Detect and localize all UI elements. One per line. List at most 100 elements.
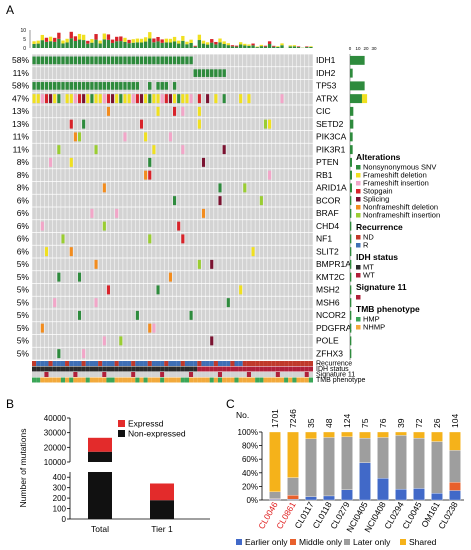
mutation-cell: [32, 94, 36, 104]
mutation-cell: [123, 94, 127, 104]
mutation-cell: [82, 349, 86, 359]
annotation-cell: [172, 366, 177, 372]
mutation-cell: [226, 298, 230, 308]
mutation-cell: [243, 183, 247, 193]
gene-label: BCOR: [316, 195, 341, 205]
annotation-cell: [205, 372, 210, 377]
gene-label: PIK3CA: [316, 132, 347, 142]
top-count-bar: [247, 44, 251, 46]
annotation-cell: [139, 377, 144, 383]
annotation-cell: [271, 372, 276, 377]
annotation-cell: [160, 361, 165, 366]
annotation-cell: [106, 372, 111, 377]
top-count-bar: [44, 41, 49, 48]
stacked-segment: [359, 462, 371, 501]
annotation-cell: [89, 372, 94, 377]
legend-label: Shared: [409, 537, 437, 547]
mutation-cell: [251, 247, 255, 257]
annotation-cell: [48, 366, 53, 372]
top-count-bar: [218, 42, 222, 48]
annotation-cell: [238, 366, 243, 372]
top-count-bar: [53, 37, 57, 42]
top-count-bar: [255, 47, 259, 48]
annotation-cell: [205, 361, 210, 366]
gene-total-bar: [350, 145, 353, 155]
top-count-bar: [177, 43, 181, 48]
top-count-bar: [102, 33, 106, 40]
stacked-segment: [287, 495, 299, 500]
gene-total-bar: [350, 349, 352, 359]
annotation-cell: [234, 366, 239, 372]
gene-percentage: 5%: [17, 259, 30, 269]
mutation-cell: [81, 56, 86, 65]
annotation-cell: [85, 361, 90, 366]
mutation-cell: [152, 56, 156, 65]
legend-swatch: [356, 205, 361, 210]
annotation-cell: [304, 366, 309, 372]
annotation-cell: [52, 361, 57, 366]
annotation-cell: [36, 366, 41, 372]
mutation-cell: [127, 82, 131, 90]
annotation-cell: [279, 372, 285, 377]
mutation-cell: [214, 94, 218, 104]
annotation-cell: [292, 361, 297, 366]
annotation-cell: [222, 377, 227, 383]
mutation-cell: [40, 56, 45, 65]
annotation-cell: [69, 377, 74, 383]
annotation-cell: [98, 366, 103, 372]
gene-percentage: 8%: [17, 183, 30, 193]
annotation-cell: [246, 372, 252, 377]
mutation-cell: [57, 56, 61, 65]
annotation-cell: [180, 366, 185, 372]
legend-swatch: [356, 173, 361, 178]
top-count-bar: [172, 41, 177, 48]
annotation-cell: [48, 361, 53, 366]
legend-swatch: [356, 325, 361, 330]
annotation-cell: [259, 372, 264, 377]
annotation-cell: [131, 372, 136, 377]
stacked-segment: [431, 441, 443, 494]
mutation-cell: [197, 106, 201, 116]
annotation-cell: [255, 372, 260, 377]
annotation-cell: [226, 361, 231, 366]
top-count-bar: [86, 43, 90, 48]
gene-label: MSH6: [316, 297, 340, 307]
mutation-cell: [168, 132, 172, 142]
top-count-bar: [230, 46, 235, 48]
top-count-bar: [123, 41, 127, 48]
gene-label: MSH2: [316, 285, 340, 295]
annotation-cell: [32, 366, 37, 372]
gene-total-bar: [350, 247, 352, 257]
legend-swatch: [356, 295, 361, 300]
legend-swatch: [356, 197, 361, 202]
annotation-cell: [118, 361, 123, 366]
annotation-cell: [98, 361, 103, 366]
annotation-cell: [180, 361, 185, 366]
annotation-cell: [189, 372, 194, 377]
top-count-bar: [139, 42, 144, 48]
top-count-bar: [57, 32, 61, 39]
mutation-cell: [94, 259, 98, 269]
legend-swatch: [344, 539, 350, 545]
annotation-cell: [60, 372, 66, 377]
annotation-cell: [52, 372, 57, 377]
annotation-cell: [172, 377, 177, 383]
mutation-cell: [131, 56, 136, 65]
annotation-cell: [184, 361, 190, 366]
annotation-cell: [135, 366, 140, 372]
mutation-cell: [197, 69, 202, 77]
top-count-bar: [189, 42, 193, 48]
mutation-cell: [139, 119, 144, 129]
mutation-cell: [189, 94, 193, 104]
annotation-cell: [73, 372, 78, 377]
top-count-bar: [164, 38, 168, 43]
top-count-bar: [210, 39, 214, 43]
annotation-track-label: Signature 11: [316, 372, 355, 379]
mutation-cell: [123, 56, 127, 65]
annotation-cell: [234, 372, 239, 377]
annotation-cell: [106, 366, 111, 372]
annotation-cell: [52, 377, 57, 383]
annotation-cell: [122, 377, 128, 383]
mutation-cell: [98, 94, 102, 104]
